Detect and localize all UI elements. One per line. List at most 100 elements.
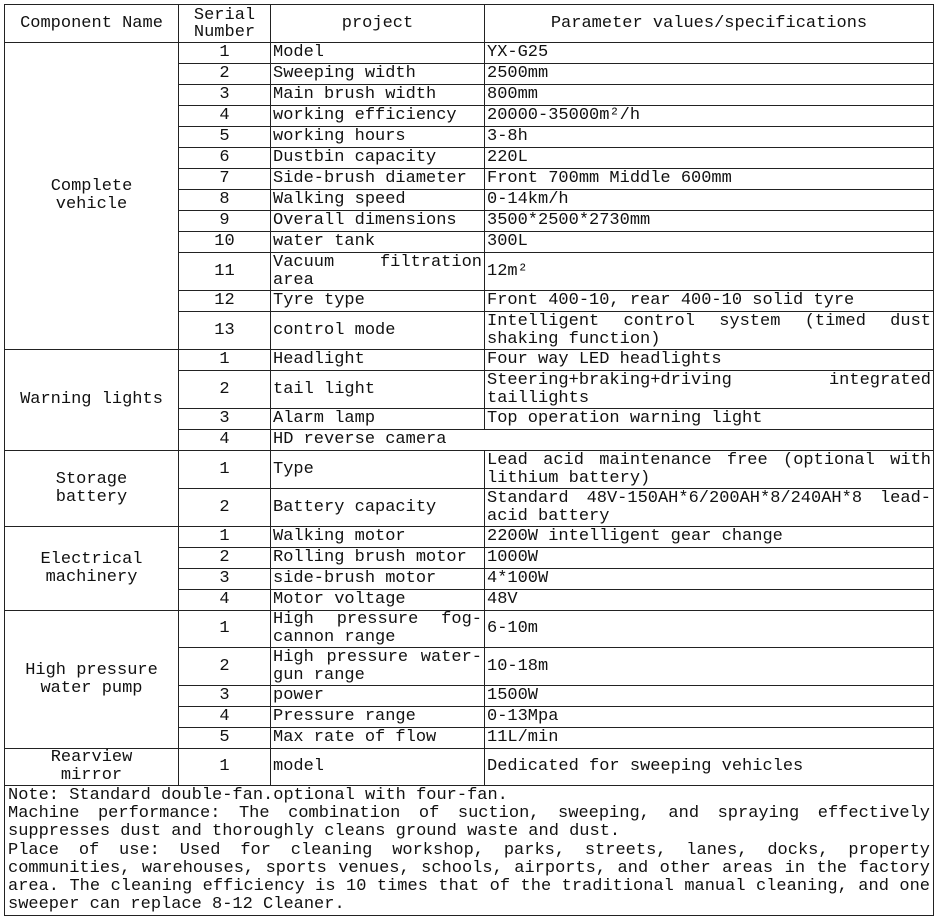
serial-number: 11 xyxy=(178,252,271,291)
component-name: Complete vehicle xyxy=(50,177,133,214)
parameter-value: 2200W intelligent gear change xyxy=(484,526,934,548)
component-cell: Complete vehicle xyxy=(4,42,179,350)
parameter-value: Top operation warning light xyxy=(484,408,934,430)
serial-number: 2 xyxy=(178,370,271,409)
parameter-value: 220L xyxy=(484,147,934,169)
serial-number: 10 xyxy=(178,231,271,253)
table-row: Warning lights 1 Headlight Four way LED hea… xyxy=(4,349,934,451)
component-name: Electrical machinery xyxy=(40,549,143,587)
header-row: Component Name Serial Number project Par… xyxy=(4,4,934,43)
project-cell: HD reverse camera xyxy=(270,429,934,451)
parameter-value: 4*100W xyxy=(484,568,934,590)
note-place-of-use: Place of use: Used for cleaning workshop… xyxy=(8,840,930,915)
table-row: 3 power 1500W xyxy=(5,685,934,707)
serial-number: 1 xyxy=(178,610,271,648)
serial-number: 5 xyxy=(178,126,271,148)
table-row: 12 Tyre type Front 400-10, rear 400-10 sol… xyxy=(5,290,934,312)
parameter-value: 3500*2500*2730mm xyxy=(484,210,934,232)
component-name: Storage battery xyxy=(55,469,128,507)
parameter-value: 6-10m xyxy=(484,610,934,648)
parameter-value: 300L xyxy=(484,231,934,253)
parameter-value: 12m² xyxy=(484,252,934,291)
table-row: 8 Walking speed 0-14km/h xyxy=(5,189,934,211)
component-cell: Warning lights xyxy=(4,349,179,451)
table-row: 6 Dustbin capacity 220L xyxy=(5,147,934,169)
serial-number: 3 xyxy=(178,408,271,430)
header-project: project xyxy=(270,4,485,43)
table-row: 9 Overall dimensions 3500*2500*2730mm xyxy=(5,210,934,232)
serial-number: 4 xyxy=(178,429,271,451)
parameter-value: 1000W xyxy=(484,547,934,569)
project-cell: Walking motor xyxy=(270,526,485,548)
project-cell: High pressure fog-cannon range xyxy=(270,610,485,648)
parameter-value: Dedicated for sweeping vehicles xyxy=(484,748,934,786)
project-cell: Overall dimensions xyxy=(270,210,485,232)
project-cell: Type xyxy=(270,450,485,489)
project-cell: Walking speed xyxy=(270,189,485,211)
parameter-value: Front 700mm Middle 600mm xyxy=(484,168,934,190)
serial-number: 7 xyxy=(178,168,271,190)
project-cell: water tank xyxy=(270,231,485,253)
project-cell: Model xyxy=(270,42,485,64)
table-row: Electrical machinery 1 Walking motor 2200W … xyxy=(4,526,934,611)
parameter-value: 48V xyxy=(484,589,934,611)
serial-number: 3 xyxy=(178,685,271,707)
project-cell: control mode xyxy=(270,311,485,350)
serial-number: 2 xyxy=(178,547,271,569)
project-cell: Max rate of flow xyxy=(270,727,485,749)
serial-number: 1 xyxy=(178,450,271,489)
serial-number: 13 xyxy=(178,311,271,350)
serial-number: 6 xyxy=(178,147,271,169)
table-row: 4 working efficiency 20000-35000m²/h xyxy=(5,105,934,127)
table-row: 11 Vacuum filtration area 12m² xyxy=(5,252,934,291)
component-cell: Rearview mirror xyxy=(4,748,179,786)
project-cell: Motor voltage xyxy=(270,589,485,611)
project-cell: Main brush width xyxy=(270,84,485,106)
serial-number: 1 xyxy=(178,42,271,64)
parameter-value: 2500mm xyxy=(484,63,934,85)
project-cell: Dustbin capacity xyxy=(270,147,485,169)
table-row: Storage battery 1 Type Lead acid maintenanc… xyxy=(4,450,934,527)
project-cell: tail light xyxy=(270,370,485,409)
parameter-value: 800mm xyxy=(484,84,934,106)
parameter-value: Steering+braking+driving integrated tail… xyxy=(484,370,934,409)
table-row: 2 tail light Steering+braking+driving inte… xyxy=(5,370,934,409)
project-cell: Side-brush diameter xyxy=(270,168,485,190)
project-cell: Pressure range xyxy=(270,706,485,728)
parameter-value: 0-14km/h xyxy=(484,189,934,211)
note-performance: Machine performance: The combination of … xyxy=(8,804,930,842)
parameter-value: Lead acid maintenance free (optional wit… xyxy=(484,450,934,489)
component-name: Warning lights xyxy=(20,390,163,409)
project-cell: model xyxy=(270,748,485,786)
table-row: Rearview mirror 1 model Dedicated for sweep… xyxy=(4,748,934,786)
table-row: 13 control mode Intelligent control system… xyxy=(5,311,934,350)
project-cell: Alarm lamp xyxy=(270,408,485,430)
component-name: Rearview mirror xyxy=(50,748,133,785)
notes-row: Note: Standard double-fan.optional with … xyxy=(4,784,934,916)
table-row: 4 Pressure range 0-13Mpa xyxy=(5,706,934,728)
serial-number: 3 xyxy=(178,568,271,590)
parameter-value: 20000-35000m²/h xyxy=(484,105,934,127)
serial-number: 4 xyxy=(178,706,271,728)
project-cell: power xyxy=(270,685,485,707)
serial-number: 2 xyxy=(178,488,271,527)
parameter-value: Four way LED headlights xyxy=(484,349,934,371)
serial-number: 12 xyxy=(178,290,271,312)
parameter-value: Intelligent control system (timed dust s… xyxy=(484,311,934,350)
parameter-value: Front 400-10, rear 400-10 solid tyre xyxy=(484,290,934,312)
project-cell: working efficiency xyxy=(270,105,485,127)
table-row: 7 Side-brush diameter Front 700mm Middle 6… xyxy=(5,168,934,190)
table-row: Complete vehicle 1 Model YX-G25 xyxy=(4,42,934,350)
serial-number: 4 xyxy=(178,105,271,127)
project-cell: working hours xyxy=(270,126,485,148)
serial-number: 9 xyxy=(178,210,271,232)
table-row: 4 Motor voltage 48V xyxy=(5,589,934,611)
header-component-name: Component Name xyxy=(4,4,179,43)
project-cell: Vacuum filtration area xyxy=(270,252,485,291)
header-parameter-values: Parameter values/specifications xyxy=(484,4,934,43)
component-cell: Storage battery xyxy=(4,450,179,527)
parameter-value: 10-18m xyxy=(484,647,934,686)
project-cell: Rolling brush motor xyxy=(270,547,485,569)
component-name: High pressure water pump xyxy=(25,660,158,698)
serial-number: 1 xyxy=(178,526,271,548)
